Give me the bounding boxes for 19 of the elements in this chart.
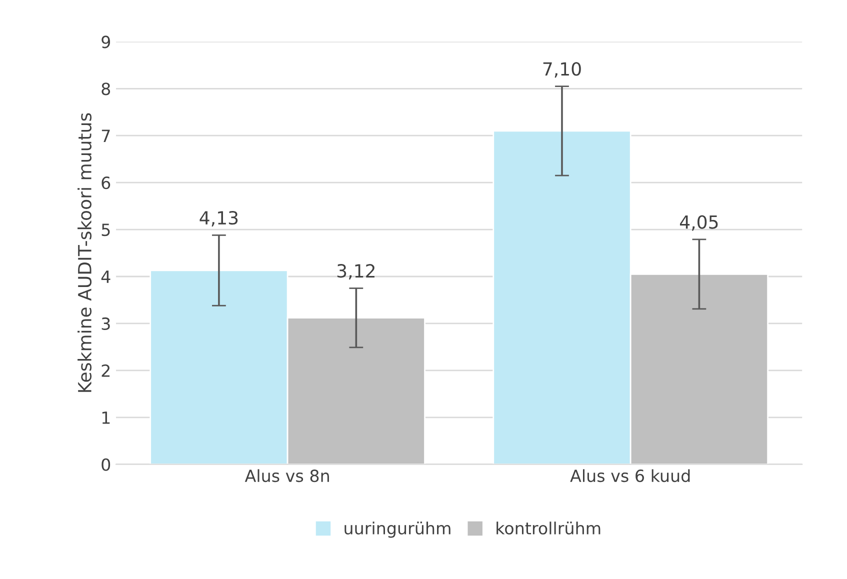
y-tick-label: 0	[102, 458, 110, 471]
y-tick-label: 6	[102, 176, 110, 190]
y-axis-title: Keskmine AUDIT-skoori muutus	[78, 113, 92, 392]
y-tick-label: 7	[102, 130, 110, 142]
data-label: 3,12	[337, 264, 374, 280]
y-tick-label: 8	[102, 82, 110, 96]
y-tick-label: 9	[102, 36, 110, 48]
legend-label: kontrollrühm	[496, 522, 600, 535]
y-tick-label: 5	[102, 224, 110, 236]
x-tick-label: Alus vs 6 kuud	[570, 469, 690, 482]
y-tick-label: 2	[102, 364, 110, 377]
data-label: 4,05	[680, 215, 718, 231]
x-tick-label: Alus vs 8n	[244, 469, 329, 482]
data-label: 7,10	[543, 62, 581, 78]
y-tick-label: 1	[102, 412, 110, 424]
y-tick-label: 4	[101, 270, 110, 283]
y-tick-label: 3	[102, 317, 110, 330]
data-label: 4,13	[200, 210, 238, 226]
legend-label: uuringurühm	[344, 522, 450, 538]
